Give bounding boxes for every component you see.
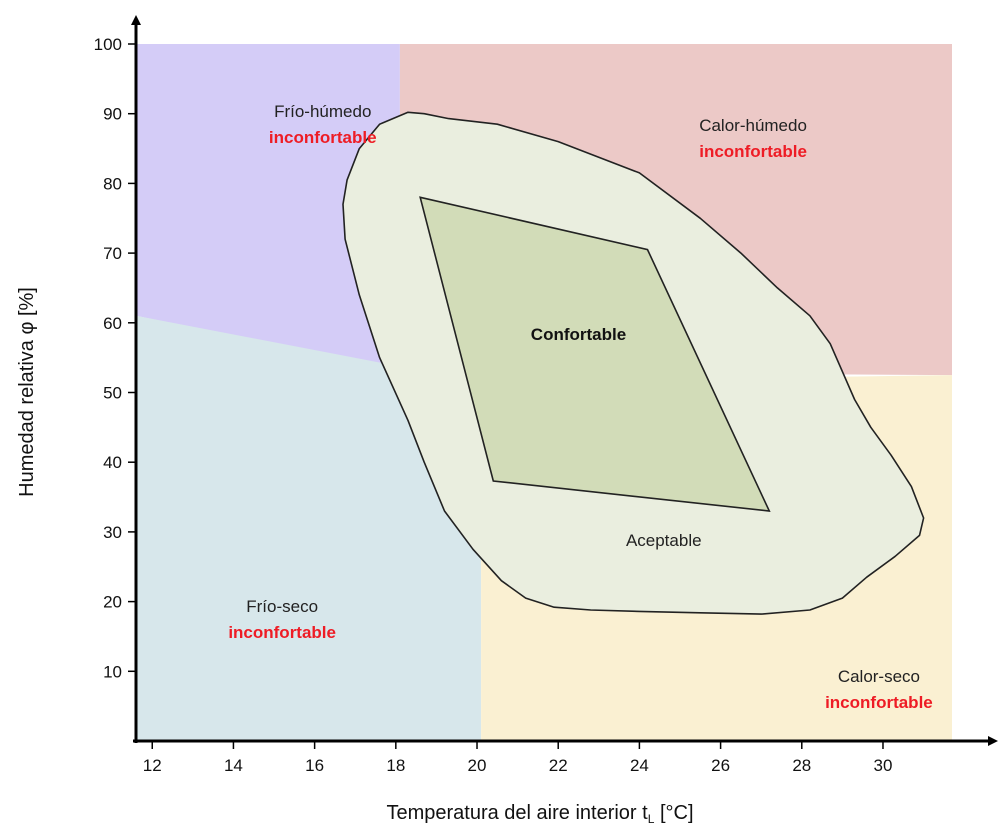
region-label-calor-seco: Calor-seco	[838, 667, 920, 686]
y-tick-label: 40	[103, 453, 122, 472]
y-tick-label: 70	[103, 244, 122, 263]
x-tick-label: 20	[468, 756, 487, 775]
x-tick-label: 22	[549, 756, 568, 775]
x-tick-label: 18	[386, 756, 405, 775]
x-axis-title: Temperatura del aire interior tL [°C]	[386, 802, 693, 826]
x-tick-label: 16	[305, 756, 324, 775]
region-frio-humedo	[136, 44, 400, 372]
y-tick-label: 30	[103, 523, 122, 542]
ticks-layer: 12 14 16 18 20 22 24 26 28 30 10 20 30 40 50 60 70 80 90 10…	[94, 35, 893, 775]
x-axis-title-text: Temperatura del aire interior t	[386, 802, 648, 824]
y-tick-label: 100	[94, 35, 122, 54]
region-status-calor-seco: inconfortable	[825, 693, 933, 712]
region-status-frio-seco: inconfortable	[228, 623, 336, 642]
region-status-calor-humedo: inconfortable	[699, 142, 807, 161]
region-frio-seco	[136, 315, 482, 741]
y-tick-label: 50	[103, 384, 122, 403]
x-tick-label: 30	[874, 756, 893, 775]
x-tick-label: 24	[630, 756, 649, 775]
y-tick-label: 20	[103, 593, 122, 612]
region-label-calor-humedo: Calor-húmedo	[699, 116, 807, 135]
y-axis-title: Humedad relativa φ [%]	[16, 287, 38, 497]
acceptable-zone-label: Aceptable	[626, 531, 702, 550]
x-tick-label: 12	[143, 756, 162, 775]
zones-layer	[342, 111, 925, 615]
x-tick-label: 14	[224, 756, 243, 775]
y-tick-label: 10	[103, 662, 122, 681]
region-status-frio-humedo: inconfortable	[269, 128, 377, 147]
labels-layer: Temperatura del aire interior tL [°C] Hu…	[16, 102, 933, 826]
x-axis-title-unit: [°C]	[654, 802, 693, 824]
x-tick-label: 26	[711, 756, 730, 775]
y-tick-label: 80	[103, 174, 122, 193]
region-label-frio-humedo: Frío-húmedo	[274, 102, 371, 121]
y-tick-label: 60	[103, 314, 122, 333]
x-tick-label: 28	[792, 756, 811, 775]
comfortable-zone	[419, 196, 771, 512]
y-tick-label: 90	[103, 105, 122, 124]
axes-layer	[131, 15, 998, 746]
comfortable-zone-label: Confortable	[531, 325, 626, 344]
x-axis-title-subscript: L	[648, 812, 655, 826]
region-label-frio-seco: Frío-seco	[246, 597, 318, 616]
